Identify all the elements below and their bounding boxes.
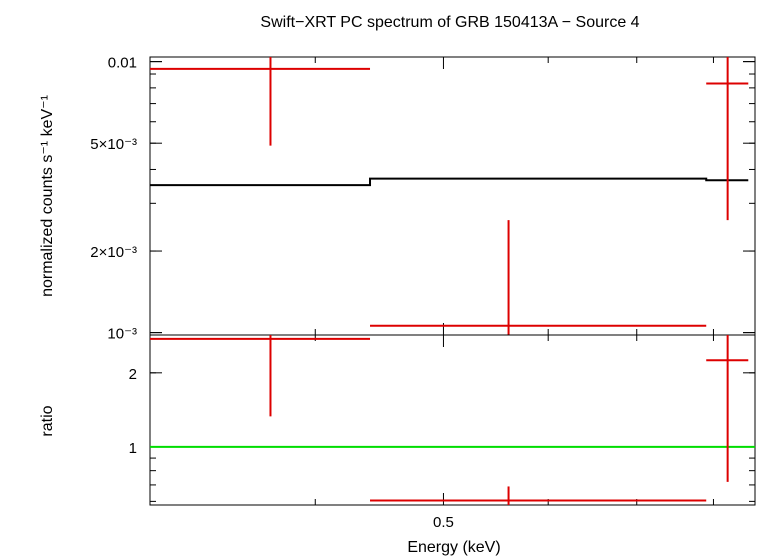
- ratio-point-cross: [150, 335, 371, 417]
- ratio-point-cross: [370, 486, 707, 505]
- data-point-cross: [150, 57, 371, 146]
- y-tick-label: 2: [129, 366, 137, 383]
- data-point-cross: [706, 57, 749, 221]
- y-tick-label: 2×10⁻³: [90, 244, 137, 261]
- y-tick-label: 10⁻³: [107, 326, 137, 343]
- x-axis-label: Energy (keV): [407, 539, 500, 556]
- y-tick-label: 1: [129, 440, 137, 457]
- y-axis-label-spectrum: normalized counts s⁻¹ keV⁻¹: [39, 95, 56, 297]
- x-tick-label: 0.5: [433, 514, 454, 531]
- model-step-line: [150, 177, 749, 187]
- y-tick-label: 0.01: [108, 55, 137, 72]
- ratio-frame: [149, 334, 756, 506]
- y-axis-label-ratio: ratio: [39, 405, 56, 436]
- ratio-panel: 210.5: [129, 334, 756, 531]
- y-tick-label: 5×10⁻³: [90, 136, 137, 153]
- ratio-point-cross: [706, 335, 749, 482]
- chart-title: Swift−XRT PC spectrum of GRB 150413A − S…: [260, 14, 639, 31]
- data-point-cross: [370, 220, 707, 335]
